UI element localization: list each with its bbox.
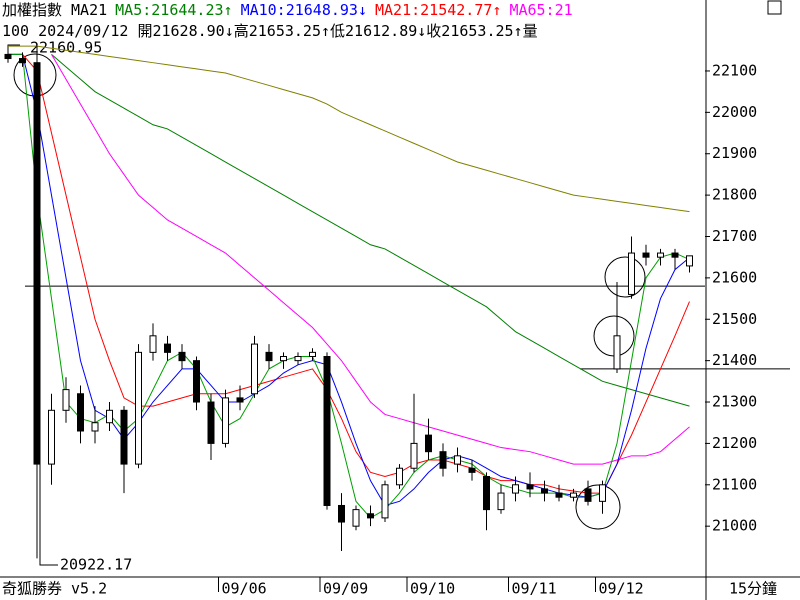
candle-body xyxy=(541,488,548,494)
y-tick-label: 21600 xyxy=(712,268,757,286)
candle-body xyxy=(367,513,374,519)
app-name: 奇狐勝券 v5.2 xyxy=(2,580,107,598)
ma-line xyxy=(51,54,690,407)
highlight-circle xyxy=(604,256,646,298)
candle-body xyxy=(352,509,360,527)
candle-body xyxy=(512,484,519,494)
x-tick-label: 09/11 xyxy=(512,580,557,598)
candle-body xyxy=(599,484,606,502)
highlight-circle xyxy=(575,484,621,530)
candle-body xyxy=(280,356,287,362)
indicator-value: MA65:21 xyxy=(509,1,573,19)
candle-body xyxy=(135,351,142,465)
y-tick-label: 21700 xyxy=(712,227,757,245)
candle-body xyxy=(309,351,316,358)
y-tick-label: 21300 xyxy=(712,393,757,411)
candle-body xyxy=(338,504,345,523)
ma-line xyxy=(51,54,690,465)
candle-body xyxy=(178,351,186,362)
y-tick-label: 22100 xyxy=(712,61,757,79)
candle-body xyxy=(483,476,490,511)
candle-body xyxy=(410,442,418,469)
candle-body xyxy=(193,360,200,403)
candle-body xyxy=(454,455,461,465)
candle-body xyxy=(294,356,302,362)
x-tick-label: 09/06 xyxy=(222,580,267,598)
candle-body xyxy=(396,467,403,486)
bar-info: 100 2024/09/12 開21628.90↓高21653.25↑低2161… xyxy=(2,22,538,40)
candle-body xyxy=(77,393,84,432)
ma-line xyxy=(8,53,690,507)
candle-body xyxy=(207,401,215,444)
annotation: 20922.17 xyxy=(60,556,132,574)
x-tick-label: 09/10 xyxy=(410,580,455,598)
indicator: MA65:21 xyxy=(509,1,572,19)
candle-body xyxy=(555,492,563,498)
y-tick-label: 21800 xyxy=(712,186,757,204)
candle-body xyxy=(236,397,244,403)
y-tick-label: 21000 xyxy=(712,517,757,535)
indicator-value: MA10:21648.93 xyxy=(240,1,358,19)
candle-body xyxy=(613,335,621,370)
candle-body xyxy=(251,343,258,395)
indicator-arrow: ↓ xyxy=(357,1,367,19)
y-tick-label: 21200 xyxy=(712,434,757,452)
candle-body xyxy=(628,252,635,295)
candle-body xyxy=(106,409,113,424)
candle-body xyxy=(439,451,447,469)
candle-body xyxy=(642,252,650,258)
ma-line xyxy=(8,45,690,213)
candle-body xyxy=(120,409,128,465)
candle-body xyxy=(497,492,505,511)
candle-body xyxy=(425,434,432,453)
indicator-arrow: ↑ xyxy=(492,1,502,19)
candle-body xyxy=(33,62,41,465)
indicator: MA21:21542.77↑ xyxy=(375,1,501,19)
title: 加權指數 MA21 xyxy=(2,1,108,19)
candle-body xyxy=(48,409,55,465)
indicator-arrow: ↑ xyxy=(223,1,233,19)
candle-body xyxy=(468,467,476,473)
y-tick-label: 21100 xyxy=(712,475,757,493)
candle-body xyxy=(686,255,693,267)
candle-body xyxy=(62,389,70,411)
candle-body xyxy=(4,53,12,60)
candle-body xyxy=(149,335,157,353)
window-button[interactable] xyxy=(767,0,782,15)
annotation: 22160.95 xyxy=(30,39,102,57)
header: 加權指數 MA21 MA5:21644.23↑ MA10:21648.93↓ MA21… xyxy=(2,0,581,20)
candle-body xyxy=(91,422,99,432)
candle-body xyxy=(584,488,592,502)
candle-body xyxy=(671,252,679,258)
ma-line xyxy=(8,53,690,494)
candle-body xyxy=(19,58,26,64)
indicator-value: MA21:21542.77 xyxy=(375,1,493,19)
candle-body xyxy=(570,492,577,498)
candle-body xyxy=(657,252,664,258)
indicator: MA10:21648.93↓ xyxy=(241,1,367,19)
candle-body xyxy=(323,356,331,506)
x-tick-label: 09/09 xyxy=(323,580,368,598)
y-tick-label: 22000 xyxy=(712,103,757,121)
indicator: MA5:21644.23↑ xyxy=(115,1,232,19)
candle-body xyxy=(265,351,273,362)
x-tick-label: 09/12 xyxy=(599,580,644,598)
y-tick-label: 21900 xyxy=(712,144,757,162)
y-tick-label: 21400 xyxy=(712,351,757,369)
candle-body xyxy=(381,484,389,519)
candle-body xyxy=(526,484,534,490)
period: 15分鐘 xyxy=(729,580,777,598)
candle-body xyxy=(164,343,171,353)
y-tick-label: 21500 xyxy=(712,310,757,328)
indicator-value: MA5:21644.23 xyxy=(115,1,224,19)
candle-body xyxy=(222,397,229,444)
